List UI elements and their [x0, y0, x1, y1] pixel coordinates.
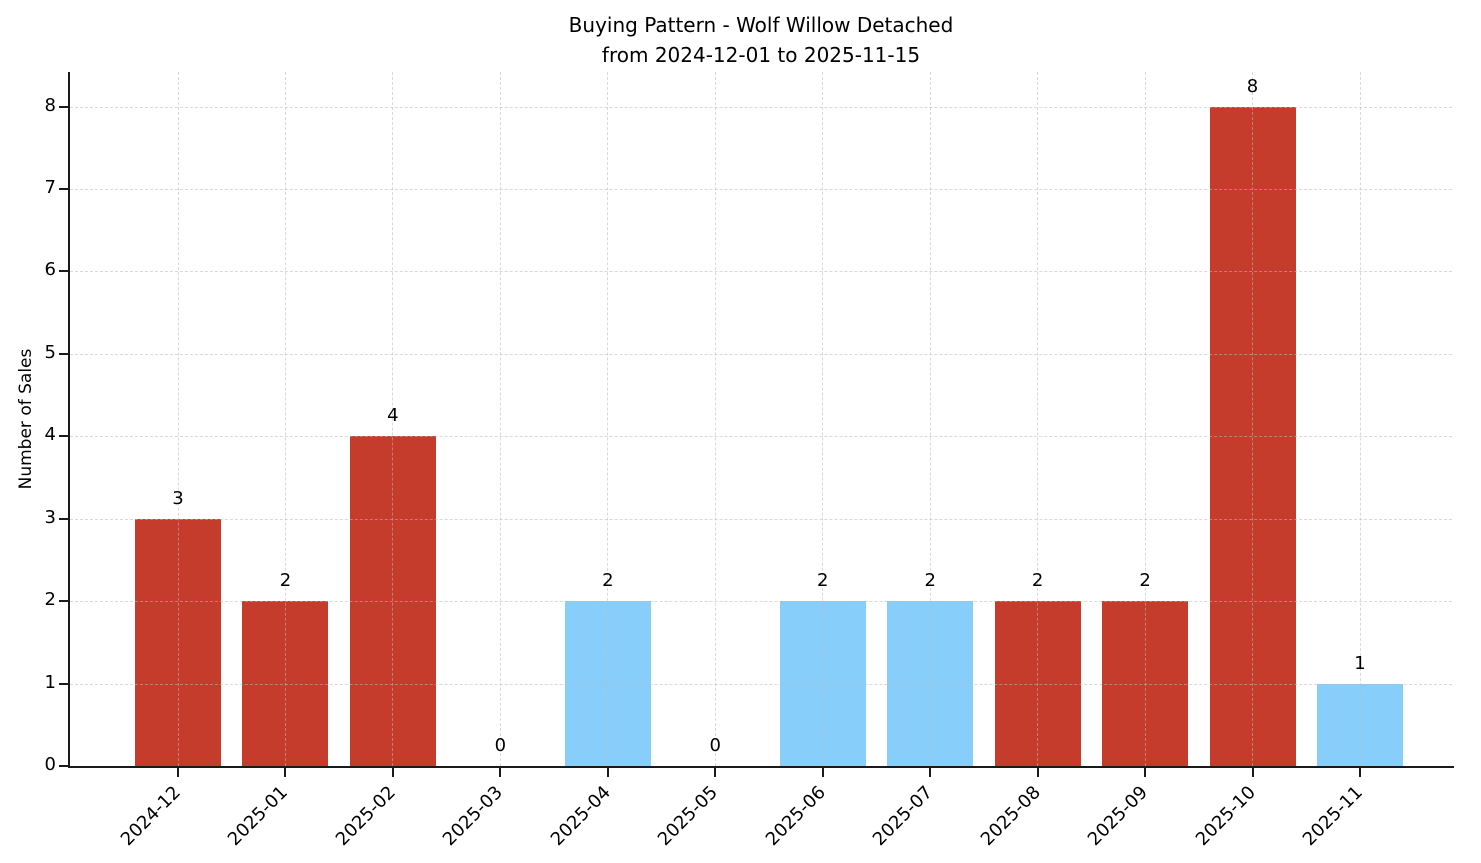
bar-value-label: 2: [816, 570, 829, 592]
bar-value-label: 2: [279, 570, 292, 592]
y-tick-label: 4: [44, 424, 56, 446]
v-gridline: [1359, 72, 1361, 766]
chart-title: Buying Pattern - Wolf Willow Detached fr…: [569, 10, 954, 70]
y-tick-mark: [59, 105, 68, 108]
y-tick-label: 0: [44, 754, 56, 775]
y-tick-label: 5: [44, 341, 56, 363]
v-gridline: [499, 72, 501, 766]
h-gridline: [70, 271, 1452, 273]
h-gridline: [70, 353, 1452, 355]
h-gridline: [70, 601, 1452, 603]
y-axis-spine: [68, 72, 70, 768]
x-tick-label: 2025-07: [868, 782, 938, 851]
x-tick-mark: [284, 768, 287, 777]
bar-value-label: 8: [1246, 75, 1259, 97]
x-tick-mark: [177, 768, 179, 777]
v-gridline: [1037, 72, 1039, 766]
x-tick-mark: [1359, 768, 1361, 777]
y-axis-label: Number of Sales: [16, 348, 36, 490]
x-tick-mark: [606, 768, 609, 777]
x-tick-label: 2025-08: [976, 782, 1045, 851]
x-tick-label: 2025-06: [761, 782, 830, 851]
h-gridline: [70, 189, 1452, 191]
h-gridline: [70, 683, 1452, 685]
v-gridline: [929, 72, 931, 766]
x-tick-mark: [821, 768, 824, 777]
v-gridline: [1252, 72, 1254, 766]
y-tick-label: 8: [44, 94, 56, 116]
v-gridline: [1144, 72, 1146, 766]
y-tick-mark: [59, 188, 68, 191]
bar-value-label: 2: [602, 570, 614, 592]
y-tick-mark: [59, 765, 68, 767]
v-gridline: [284, 72, 286, 766]
x-axis-spine: [68, 766, 1454, 768]
x-tick-label: 2024-12: [116, 782, 185, 851]
x-tick-mark: [929, 768, 932, 777]
y-tick-mark: [59, 435, 68, 438]
v-gridline: [714, 72, 716, 766]
x-tick-label: 2025-05: [654, 782, 723, 851]
h-gridline: [70, 518, 1452, 520]
x-tick-label: 2025-10: [1191, 782, 1260, 851]
bar-value-label: 2: [924, 570, 936, 592]
x-tick-mark: [499, 768, 502, 777]
bar-value-label: 0: [494, 735, 507, 756]
v-gridline: [392, 72, 394, 766]
h-gridline: [70, 106, 1452, 108]
x-tick-label: 2025-04: [546, 782, 615, 851]
x-tick-mark: [1144, 768, 1147, 777]
bar-value-label: 3: [172, 487, 184, 509]
x-tick-mark: [714, 768, 717, 777]
y-tick-label: 7: [44, 177, 56, 199]
y-tick-mark: [59, 270, 68, 273]
bar-value-label: 0: [709, 735, 721, 756]
h-gridline: [70, 436, 1452, 438]
bar-value-label: 4: [387, 405, 399, 427]
bar-value-label: 2: [1031, 570, 1044, 592]
x-tick-mark: [1251, 768, 1254, 777]
bar-value-label: 2: [1139, 570, 1151, 592]
y-tick-label: 6: [44, 259, 56, 281]
y-tick-mark: [59, 600, 68, 603]
y-tick-label: 3: [44, 506, 56, 528]
y-tick-mark: [59, 352, 68, 355]
y-tick-label: 1: [44, 671, 56, 693]
x-tick-label: 2025-03: [439, 782, 508, 851]
x-tick-label: 2025-01: [224, 782, 293, 851]
x-tick-mark: [391, 768, 394, 777]
v-gridline: [177, 72, 179, 766]
v-gridline: [822, 72, 824, 766]
x-tick-label: 2025-02: [331, 782, 400, 851]
x-tick-mark: [1036, 768, 1039, 777]
y-tick-label: 2: [44, 589, 56, 611]
chart-title-line2: from 2024-12-01 to 2025-11-15: [601, 43, 921, 67]
chart-title-line1: Buying Pattern - Wolf Willow Detached: [568, 13, 954, 37]
y-tick-mark: [59, 682, 68, 685]
v-gridline: [607, 72, 609, 766]
bar-value-label: 1: [1354, 652, 1366, 674]
y-tick-mark: [59, 517, 68, 520]
